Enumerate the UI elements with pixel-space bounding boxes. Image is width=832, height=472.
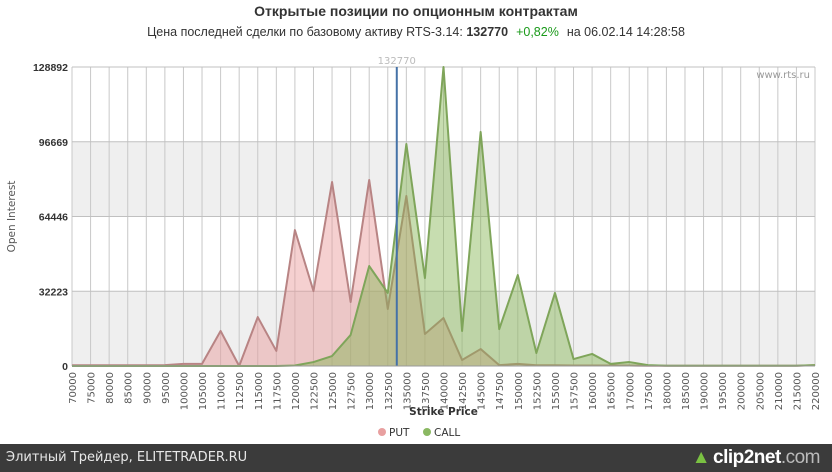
footer-source: Элитный Трейдер, ELITETRADER.RU <box>6 450 248 465</box>
price-marker-label: 132770 <box>378 56 416 67</box>
area-call <box>72 67 815 366</box>
chart-subtitle: Цена последней сделки по базовому активу… <box>0 25 832 39</box>
legend-item-put[interactable]: PUT <box>389 427 410 439</box>
x-tick-label: 100000 <box>179 372 190 410</box>
footer-bar: Элитный Трейдер, ELITETRADER.RU ▲ clip2ne… <box>0 444 832 472</box>
x-tick-label: 185000 <box>681 372 692 410</box>
x-tick-label: 127500 <box>347 372 358 410</box>
x-tick-label: 132500 <box>384 372 395 410</box>
x-tick-label: 195000 <box>718 372 729 410</box>
last-price: 132770 <box>466 25 509 39</box>
x-tick-label: 122500 <box>309 372 320 410</box>
x-tick-label: 160000 <box>588 372 599 410</box>
x-tick-label: 155000 <box>551 372 562 410</box>
y-tick-label: 96669 <box>39 137 68 149</box>
x-tick-label: 125000 <box>328 372 339 410</box>
legend-item-call[interactable]: CALL <box>434 427 460 439</box>
x-tick-label: 190000 <box>700 372 711 410</box>
y-tick-label: 64446 <box>39 212 68 224</box>
x-tick-label: 137500 <box>421 372 432 410</box>
x-tick-label: 215000 <box>792 372 803 410</box>
x-tick-label: 115000 <box>254 372 265 410</box>
y-axis-title: Open Interest <box>6 181 18 253</box>
chart-title: Открытые позиции по опционным контрактам <box>254 3 578 19</box>
x-tick-label: 110000 <box>217 372 228 410</box>
y-tick-label: 128892 <box>33 62 68 74</box>
upload-arrow-icon: ▲ <box>691 447 711 468</box>
subtitle-prefix: Цена последней сделки по базовому активу… <box>147 25 463 39</box>
x-tick-label: 175000 <box>644 372 655 410</box>
y-tick-label: 0 <box>62 361 68 373</box>
x-tick-label: 90000 <box>142 372 153 404</box>
timestamp: на 06.02.14 14:28:58 <box>566 25 685 39</box>
y-tick-label: 32223 <box>39 286 68 298</box>
x-tick-label: 170000 <box>625 372 636 410</box>
open-interest-chart: 0 32223 64446 96669 128892 70000 75000 80000 850… <box>6 56 822 439</box>
x-tick-label: 120000 <box>291 372 302 410</box>
x-tick-label: 95000 <box>161 372 172 404</box>
x-tick-label: 150000 <box>514 372 525 410</box>
x-tick-label: 145000 <box>477 372 488 410</box>
x-tick-label: 80000 <box>105 372 116 404</box>
x-tick-label: 117500 <box>272 372 283 410</box>
x-tick-label: 142500 <box>458 372 469 410</box>
x-tick-label: 200000 <box>737 372 748 410</box>
x-tick-label: 112500 <box>235 372 246 410</box>
x-tick-label: 205000 <box>755 372 766 410</box>
x-tick-label: 140000 <box>440 372 451 410</box>
clip2net-logo[interactable]: ▲ clip2net.com <box>691 447 821 468</box>
x-tick-label: 135000 <box>402 372 413 410</box>
legend-marker-put <box>378 428 386 436</box>
legend-marker-call <box>423 428 431 436</box>
x-tick-label: 180000 <box>662 372 673 410</box>
watermark: www.rts.ru <box>756 70 810 81</box>
x-tick-label: 130000 <box>365 372 376 410</box>
price-change: +0,82% <box>516 25 559 39</box>
x-tick-label: 75000 <box>87 372 98 404</box>
x-axis-title: Strike Price <box>409 406 478 418</box>
x-tick-label: 147500 <box>495 372 506 410</box>
x-tick-label: 85000 <box>124 372 135 404</box>
x-tick-label: 70000 <box>68 372 79 404</box>
x-tick-label: 210000 <box>774 372 785 410</box>
x-tick-label: 157500 <box>570 372 581 410</box>
x-tick-label: 105000 <box>198 372 209 410</box>
x-tick-label: 220000 <box>811 372 822 410</box>
x-tick-label: 152500 <box>532 372 543 410</box>
x-tick-label: 165000 <box>607 372 618 410</box>
